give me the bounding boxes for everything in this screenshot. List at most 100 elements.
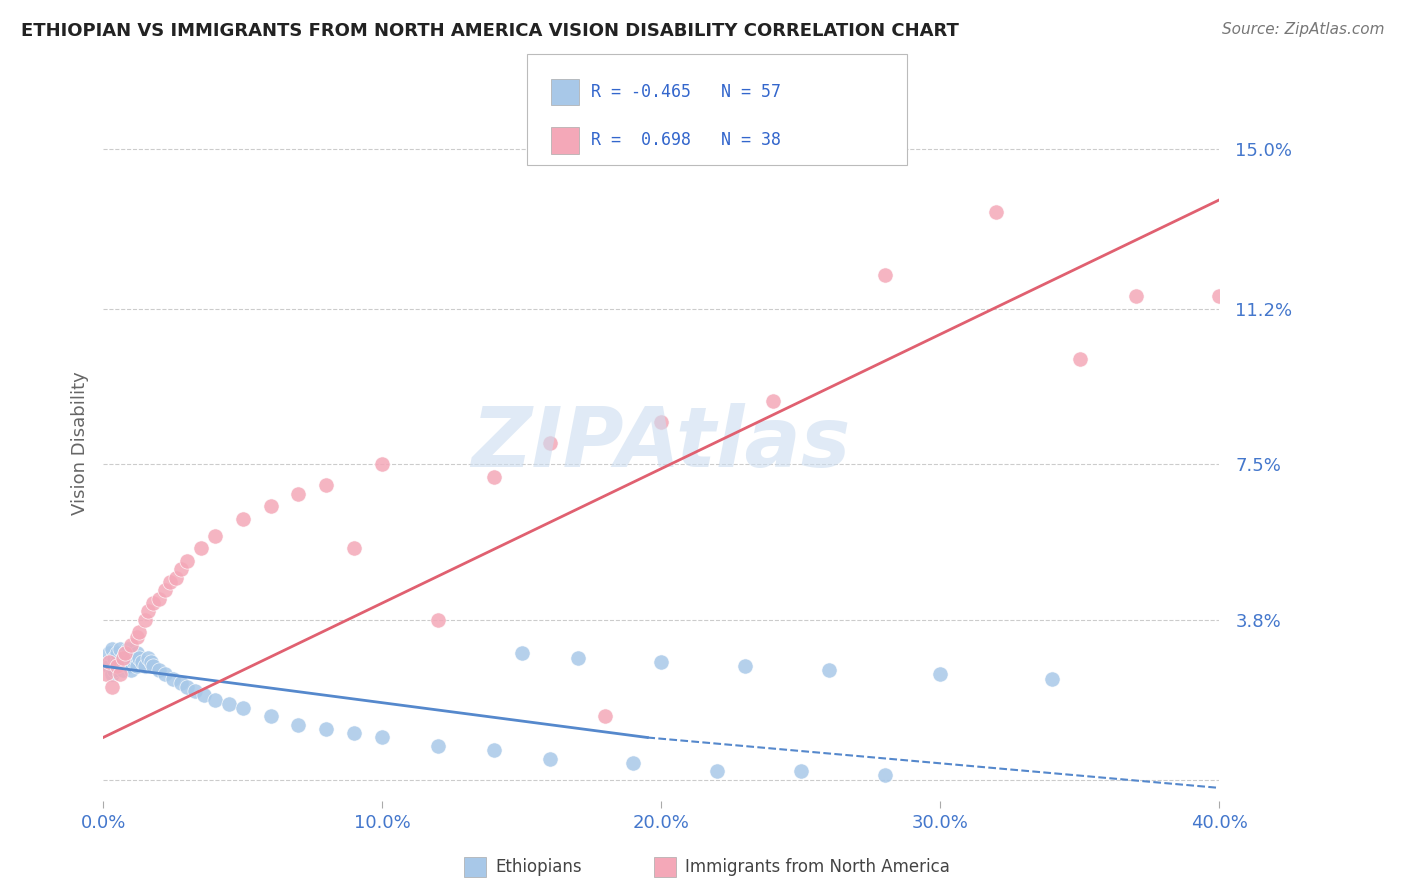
Point [706, 764, 728, 778]
Point [120, 638, 142, 652]
Point [287, 487, 309, 501]
Point [105, 647, 128, 661]
Point [97, 647, 120, 661]
Point [790, 764, 813, 778]
Point [1069, 352, 1091, 367]
Point [371, 458, 394, 472]
Point [538, 436, 561, 450]
Point [97, 659, 120, 673]
Point [153, 583, 176, 598]
Point [134, 613, 156, 627]
Point [176, 554, 198, 568]
Point [184, 684, 207, 698]
Point [97, 655, 120, 669]
Point [176, 680, 198, 694]
Text: ZIPAtlas: ZIPAtlas [471, 403, 851, 484]
Point [259, 500, 281, 514]
Point [136, 605, 159, 619]
Point [315, 722, 337, 736]
Point [114, 655, 136, 669]
Point [128, 650, 150, 665]
Point [162, 672, 184, 686]
Text: Source: ZipAtlas.com: Source: ZipAtlas.com [1222, 22, 1385, 37]
Point [650, 416, 672, 430]
Point [134, 659, 156, 673]
Point [762, 394, 785, 409]
Point [510, 647, 533, 661]
Point [108, 659, 131, 673]
Point [100, 642, 122, 657]
Point [873, 268, 896, 283]
Point [108, 667, 131, 681]
Point [1125, 289, 1147, 303]
Point [111, 663, 134, 677]
Point [94, 655, 117, 669]
Point [259, 709, 281, 723]
Point [427, 613, 450, 627]
Point [650, 655, 672, 669]
Point [125, 647, 148, 661]
Text: Ethiopians: Ethiopians [495, 858, 582, 876]
Point [122, 655, 145, 669]
Point [193, 689, 215, 703]
Point [114, 647, 136, 661]
Point [131, 655, 153, 669]
Point [117, 642, 139, 657]
Point [120, 663, 142, 677]
Point [94, 667, 117, 681]
Point [482, 743, 505, 757]
Point [128, 625, 150, 640]
Point [734, 659, 756, 673]
Point [108, 642, 131, 657]
Text: R =  0.698   N = 38: R = 0.698 N = 38 [591, 131, 780, 149]
Point [100, 667, 122, 681]
Point [371, 731, 394, 745]
Point [232, 701, 254, 715]
Point [873, 768, 896, 782]
Point [148, 591, 170, 606]
Point [232, 512, 254, 526]
Point [103, 663, 125, 677]
Point [482, 470, 505, 484]
Point [204, 692, 226, 706]
Point [190, 541, 212, 556]
Point [105, 659, 128, 673]
Point [114, 647, 136, 661]
Point [315, 478, 337, 492]
Point [218, 697, 240, 711]
Point [343, 541, 366, 556]
Point [125, 659, 148, 673]
Point [142, 659, 165, 673]
Point [1040, 672, 1063, 686]
Point [117, 659, 139, 673]
Point [111, 650, 134, 665]
Point [111, 650, 134, 665]
Point [986, 205, 1008, 219]
Point [120, 650, 142, 665]
Point [287, 718, 309, 732]
Point [929, 667, 952, 681]
Point [142, 596, 165, 610]
Point [125, 630, 148, 644]
Text: Immigrants from North America: Immigrants from North America [685, 858, 949, 876]
Point [139, 655, 162, 669]
Point [817, 663, 839, 677]
Point [100, 680, 122, 694]
Point [105, 655, 128, 669]
Point [343, 726, 366, 740]
Point [1208, 289, 1230, 303]
Text: R = -0.465   N = 57: R = -0.465 N = 57 [591, 83, 780, 101]
Point [165, 571, 187, 585]
Point [148, 663, 170, 677]
Text: ETHIOPIAN VS IMMIGRANTS FROM NORTH AMERICA VISION DISABILITY CORRELATION CHART: ETHIOPIAN VS IMMIGRANTS FROM NORTH AMERI… [21, 22, 959, 40]
Point [621, 756, 644, 770]
Point [538, 751, 561, 765]
Point [159, 575, 181, 590]
Point [170, 676, 193, 690]
Point [567, 650, 589, 665]
Point [103, 650, 125, 665]
Point [153, 667, 176, 681]
Point [427, 739, 450, 753]
Point [204, 529, 226, 543]
Point [136, 650, 159, 665]
